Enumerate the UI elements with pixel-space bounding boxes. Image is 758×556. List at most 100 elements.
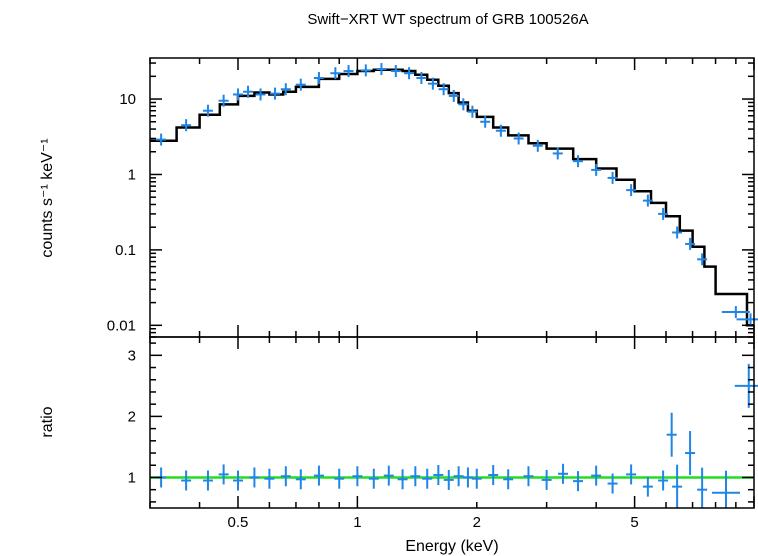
ratio-data-point (607, 473, 618, 494)
spectrum-data-point (573, 155, 584, 168)
ratio-axis-ticks: 0.5 1 2 5 1 2 3 (128, 337, 755, 531)
ratio-data-point (433, 465, 444, 486)
chart-title: Swift−XRT WT spectrum of GRB 100526A (307, 11, 588, 28)
ratio-data-point (672, 464, 683, 508)
spectrum-y-tick-label: 0.1 (115, 242, 136, 259)
ratio-data-point (443, 469, 454, 490)
spectrum-data-point (295, 78, 306, 91)
ratio-data-point (368, 468, 379, 489)
ratio-data-point (626, 464, 637, 485)
ratio-data-point (523, 466, 534, 487)
spectrum-panel: 10 1 0.1 0.01 (107, 57, 758, 338)
ratio-data-point (202, 470, 213, 491)
spectrum-data-point (495, 124, 506, 137)
x-tick-label: 0.5 (228, 514, 249, 531)
spectrum-data-point (626, 184, 637, 197)
ratio-y-tick-label: 2 (128, 408, 136, 425)
spectrum-data-point (255, 88, 266, 101)
ratio-data-point (313, 465, 324, 486)
spectrum-data-point (360, 64, 371, 77)
spectrum-data-point (467, 105, 478, 118)
spectrum-y-axis-label: counts s⁻¹ keV⁻¹ (39, 138, 56, 257)
ratio-data-point (422, 468, 433, 489)
spectrum-data-point (427, 77, 438, 90)
ratio-data-point (410, 466, 421, 487)
spectrum-data-point (376, 63, 387, 76)
spectrum-data-point (448, 89, 459, 102)
spectrum-data-point (552, 147, 563, 160)
spectrum-data-point (480, 115, 491, 128)
ratio-data-point (232, 470, 243, 491)
model-step-line (150, 68, 754, 327)
spectrum-data-point (532, 139, 543, 152)
ratio-data-point (462, 467, 473, 488)
x-tick-label: 1 (353, 514, 361, 531)
ratio-data-point (352, 466, 363, 487)
spectrum-data-series (156, 63, 758, 326)
ratio-data-point (383, 465, 394, 486)
ratio-data-point (642, 476, 653, 497)
ratio-data-point (573, 471, 584, 492)
ratio-plot-frame (149, 336, 755, 509)
ratio-data-point (295, 469, 306, 490)
spectrum-data-point (416, 72, 427, 85)
ratio-data-point (666, 412, 677, 457)
ratio-data-point (471, 468, 482, 489)
spectrum-data-point (458, 98, 469, 111)
spectrum-data-point (202, 104, 213, 117)
spectrum-data-point (181, 119, 192, 132)
spectrum-y-tick-label: 10 (119, 91, 136, 108)
ratio-data-point (280, 466, 291, 487)
spectrum-data-point (658, 207, 669, 220)
spectrum-data-point (607, 171, 618, 184)
ratio-y-tick-label: 1 (128, 469, 136, 486)
spectrum-data-point (721, 306, 750, 319)
spectrum-data-point (156, 133, 167, 146)
ratio-data-point (218, 464, 229, 485)
spectrum-data-point (270, 87, 281, 100)
ratio-data-point (181, 470, 192, 491)
spectrum-data-point (390, 65, 401, 78)
spectrum-plot-frame (149, 57, 755, 338)
spectrum-data-point (218, 94, 229, 107)
ratio-data-point (558, 463, 569, 484)
ratio-data-point (488, 465, 499, 486)
ratio-data-point (397, 469, 408, 490)
ratio-data-point (503, 469, 514, 490)
spectrum-data-point (642, 194, 653, 207)
ratio-data-point (453, 466, 464, 487)
spectrum-data-point (513, 132, 524, 145)
x-axis-label: Energy (keV) (405, 538, 498, 555)
ratio-data-point (264, 468, 275, 489)
x-tick-label: 2 (473, 514, 481, 531)
spectrum-data-point (438, 83, 449, 96)
model-curve (150, 68, 754, 327)
ratio-data-point (712, 470, 741, 508)
spectrum-data-point (232, 88, 243, 101)
ratio-data-point (591, 465, 602, 486)
ratio-data-point (249, 467, 260, 488)
ratio-y-axis-label: ratio (39, 406, 56, 437)
spectrum-axis-ticks: 10 1 0.1 0.01 (107, 58, 755, 338)
spectrum-data-point (243, 85, 254, 98)
ratio-data-point (334, 468, 345, 489)
spectrum-data-point (404, 67, 415, 80)
spectrum-data-point (672, 226, 683, 239)
ratio-data-series (156, 363, 758, 508)
spectrum-data-point (591, 163, 602, 176)
spectrum-y-tick-label: 1 (128, 166, 136, 183)
spectrum-data-point (697, 253, 708, 266)
ratio-data-point (541, 469, 552, 490)
spectrum-data-point (313, 72, 324, 85)
spectrum-data-point (280, 83, 291, 96)
spectrum-data-point (343, 65, 354, 78)
spectrum-data-point (736, 313, 758, 326)
ratio-data-point (658, 470, 669, 491)
ratio-data-point (697, 467, 708, 508)
ratio-data-point (685, 431, 696, 476)
ratio-y-tick-label: 3 (128, 347, 136, 364)
ratio-panel: 0.5 1 2 5 1 2 3 (128, 336, 758, 531)
spectrum-data-point (685, 237, 696, 250)
ratio-data-point (734, 363, 758, 408)
